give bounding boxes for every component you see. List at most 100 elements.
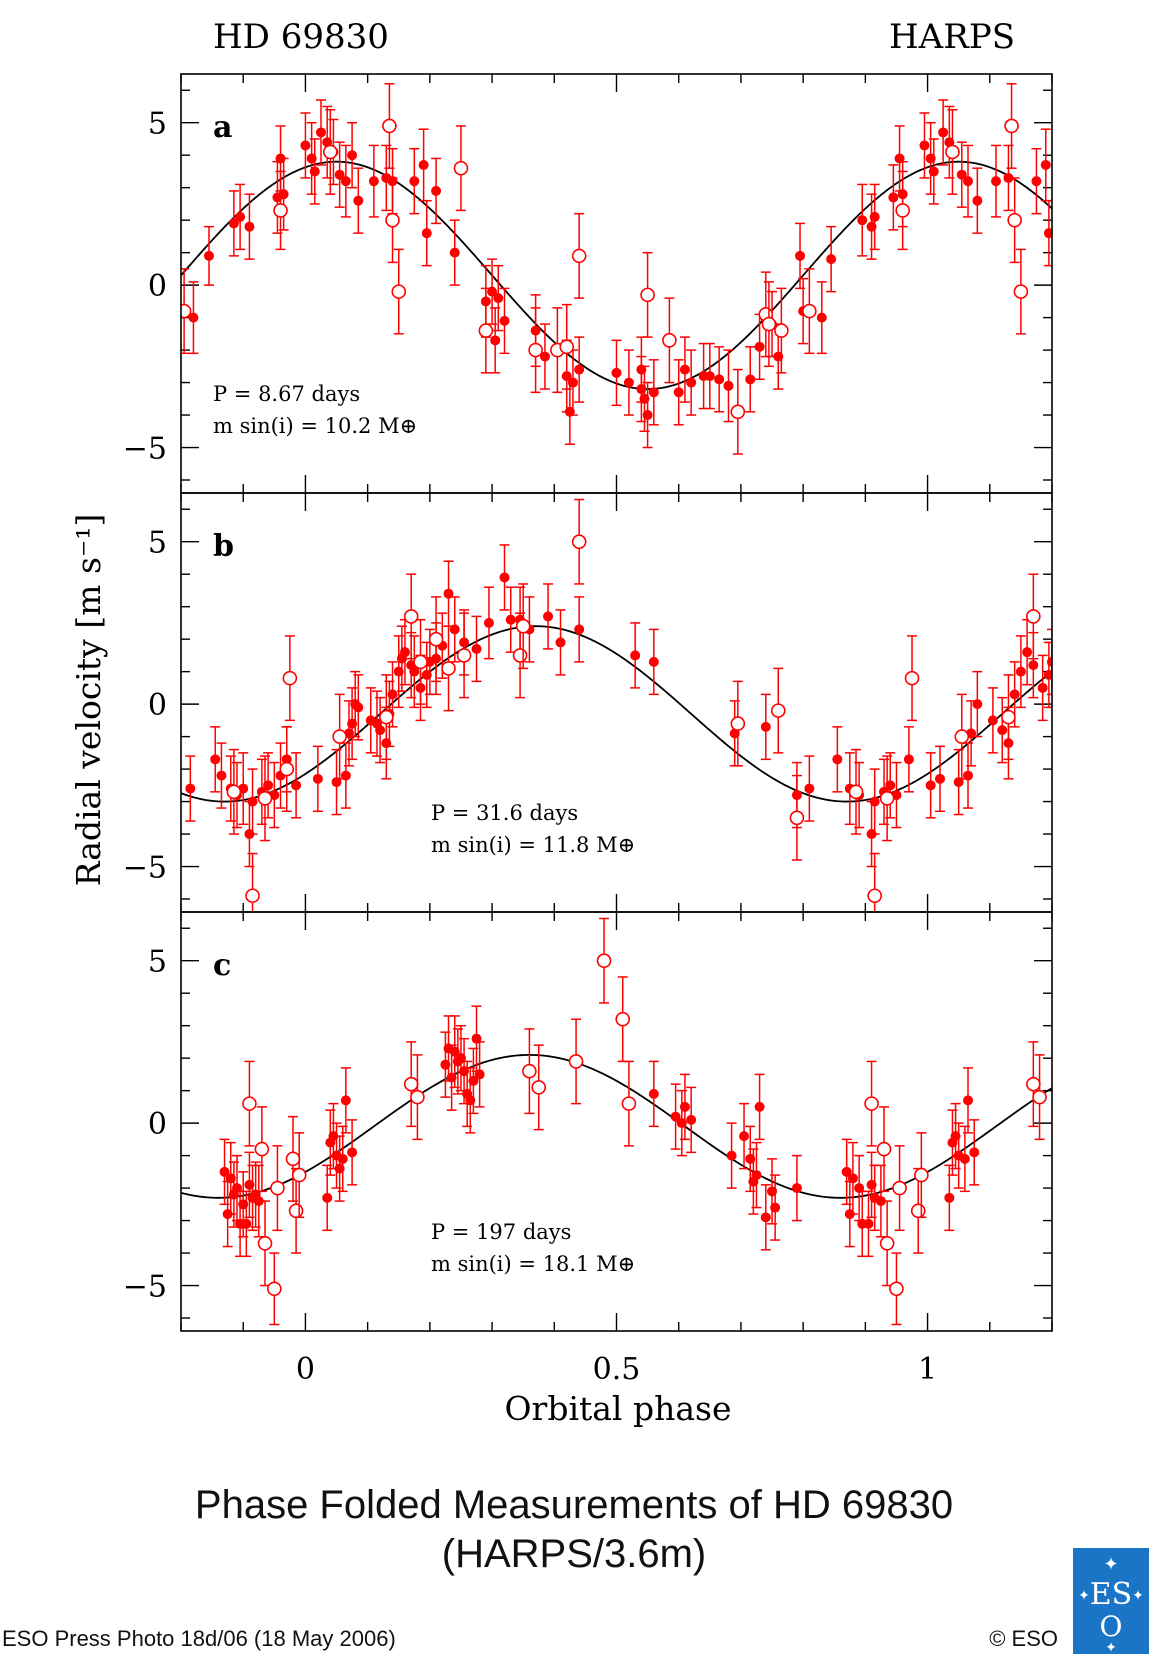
data-point-filled xyxy=(474,1069,485,1080)
data-point-open xyxy=(879,1236,895,1251)
data-point-filled xyxy=(291,780,302,791)
data-point-open xyxy=(640,287,655,303)
data-point-open xyxy=(571,248,587,264)
data-point-open xyxy=(428,631,444,647)
data-point-open xyxy=(257,791,273,806)
data-point-open xyxy=(1032,1089,1047,1105)
data-point-filled xyxy=(203,250,214,261)
data-point-open xyxy=(391,284,407,299)
data-point-open xyxy=(441,661,456,676)
data-point-filled xyxy=(235,211,246,222)
model-curve xyxy=(181,625,1052,803)
data-point-open xyxy=(1026,1076,1041,1092)
data-point-open xyxy=(571,534,587,550)
panel-letter: b xyxy=(213,529,234,564)
data-point-filled xyxy=(997,725,1008,736)
data-point-filled xyxy=(421,669,432,680)
panel-data xyxy=(181,82,1052,455)
panel-frame xyxy=(180,911,1053,1332)
data-point-filled xyxy=(1040,159,1051,170)
data-point-open xyxy=(285,1151,301,1167)
data-point-filled xyxy=(670,1111,681,1122)
x-tick-label: 0.5 xyxy=(593,1352,641,1387)
data-point-filled xyxy=(219,1166,230,1177)
data-point-filled xyxy=(648,387,659,398)
data-point-filled xyxy=(244,1179,255,1190)
data-point-open xyxy=(279,761,295,777)
y-tick-label: 0 xyxy=(148,269,167,304)
data-point-filled xyxy=(312,773,323,784)
data-point-filled xyxy=(465,1095,476,1106)
x-axis-label: Orbital phase xyxy=(504,1389,731,1428)
data-point-filled xyxy=(309,166,320,177)
eso-logo: ES O ✦ ✦ ✦ ✦ xyxy=(1073,1548,1149,1654)
data-point-filled xyxy=(340,770,351,781)
caption-line-1: Phase Folded Measurements of HD 69830 xyxy=(195,1483,953,1527)
data-point-filled xyxy=(832,754,843,765)
data-point-filled xyxy=(723,380,734,391)
data-point-filled xyxy=(816,312,827,323)
data-point-filled xyxy=(963,176,974,187)
data-point-filled xyxy=(773,351,784,362)
data-point-open xyxy=(904,670,920,686)
data-point-filled xyxy=(347,718,358,729)
data-point-open xyxy=(559,339,575,355)
data-point-open xyxy=(323,144,338,160)
eso-logo-star-icon: ✦ xyxy=(1103,1554,1118,1575)
data-point-open xyxy=(730,716,746,731)
data-point-filled xyxy=(499,572,510,583)
caption-line-2: (HARPS/3.6m) xyxy=(442,1532,707,1576)
data-point-filled xyxy=(894,153,905,164)
data-point-open xyxy=(254,1141,270,1157)
data-point-filled xyxy=(471,643,482,654)
panel-data xyxy=(181,917,1052,1326)
eso-logo-text: ES xyxy=(1090,1577,1132,1612)
data-point-filled xyxy=(337,1153,348,1164)
eso-logo-star-icon: ✦ xyxy=(1105,1640,1117,1654)
data-point-filled xyxy=(611,367,622,378)
eso-logo-star-icon: ✦ xyxy=(1132,1588,1144,1604)
data-point-open xyxy=(910,1203,926,1219)
data-point-open xyxy=(410,1089,425,1105)
data-point-filled xyxy=(487,286,498,297)
data-point-open xyxy=(288,1203,304,1219)
data-point-filled xyxy=(347,1147,358,1158)
data-point-open xyxy=(662,333,677,348)
data-point-filled xyxy=(751,1170,762,1181)
data-point-open xyxy=(379,709,394,725)
data-point-filled xyxy=(854,1183,865,1194)
data-point-filled xyxy=(331,777,342,788)
data-point-filled xyxy=(938,127,949,138)
annotation-period: P = 31.6 days xyxy=(431,801,578,825)
data-point-filled xyxy=(866,1179,877,1190)
data-point-filled xyxy=(639,393,650,404)
data-point-open xyxy=(1004,118,1019,134)
data-point-filled xyxy=(760,721,771,732)
eso-logo-background xyxy=(1073,1548,1149,1654)
data-point-filled xyxy=(903,754,914,765)
data-point-filled xyxy=(387,689,398,700)
eso-logo-star-icon: ✦ xyxy=(1078,1588,1090,1604)
data-point-filled xyxy=(1043,228,1052,239)
data-point-open xyxy=(954,729,970,744)
data-point-filled xyxy=(679,364,690,375)
data-point-open xyxy=(895,203,910,218)
data-point-open xyxy=(531,1080,547,1095)
instrument-name: HARPS xyxy=(889,17,1015,57)
data-point-filled xyxy=(944,1192,955,1203)
data-point-open xyxy=(867,888,882,904)
data-point-open xyxy=(382,118,397,134)
data-point-filled xyxy=(869,796,880,807)
data-point-open xyxy=(892,1180,907,1196)
data-point-filled xyxy=(418,159,429,170)
data-point-filled xyxy=(745,374,756,385)
panel-c: −5 0 5 c P = 197 days m sin(i) = 18.1 M⊕ xyxy=(123,911,1053,1332)
y-tick-label: 0 xyxy=(148,1107,167,1142)
data-point-open xyxy=(522,1063,537,1079)
data-point-filled xyxy=(574,624,585,635)
data-point-filled xyxy=(841,1166,852,1177)
data-point-open xyxy=(730,404,746,420)
data-point-open xyxy=(770,703,786,718)
data-point-open xyxy=(403,1076,419,1092)
data-point-filled xyxy=(636,364,647,375)
